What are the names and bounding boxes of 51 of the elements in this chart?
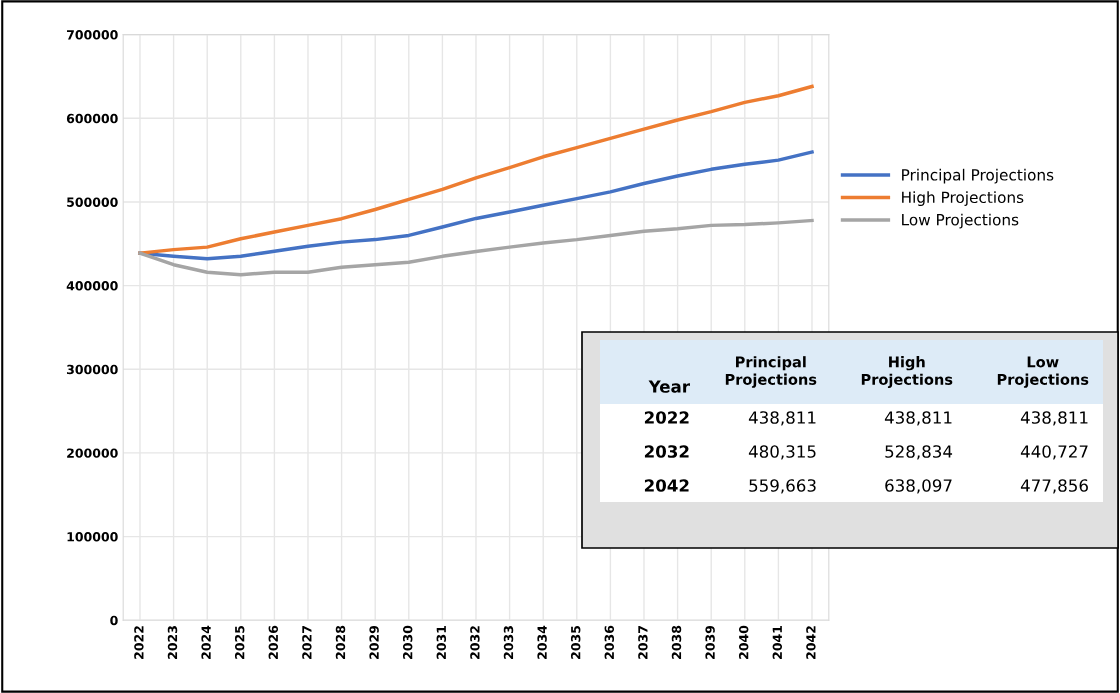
x-tick-label: 2023 xyxy=(167,626,178,659)
x-tick-label: 2028 xyxy=(335,625,346,659)
y-tick-label: 100000 xyxy=(67,532,118,542)
x-tick-label: 2036 xyxy=(604,625,615,659)
annotation: 480,315 xyxy=(748,445,816,460)
text: 440,727 xyxy=(1020,445,1088,460)
text: Low Projections xyxy=(997,356,1089,388)
x-tick-label: 2034 xyxy=(537,625,547,659)
x-tick-label: 2041 xyxy=(772,625,783,659)
annotation: 2032 xyxy=(644,445,689,458)
x-tick-label: 2039 xyxy=(705,625,715,659)
text: 438,811 xyxy=(1020,411,1088,426)
x-tick-label: 2022 xyxy=(134,626,144,659)
legend-label: Low Projections xyxy=(902,213,1019,229)
legend-label: High Projections xyxy=(902,191,1024,207)
annotation: 438,811 xyxy=(748,411,816,426)
text: 438,811 xyxy=(884,411,952,426)
y-tick-label: 0 xyxy=(110,615,118,626)
y-tick-label: 400000 xyxy=(66,281,118,291)
x-tick-label: 2030 xyxy=(402,625,413,659)
annotation: 2042 xyxy=(644,479,689,492)
text: Principal Projections xyxy=(725,356,817,388)
x-tick-label: 2029 xyxy=(369,625,379,659)
text: High Projections xyxy=(861,356,953,388)
x-tick-label: 2037 xyxy=(638,626,648,659)
x-tick-label: 2027 xyxy=(302,626,312,659)
x-tick-label: 2038 xyxy=(671,625,682,659)
line-series xyxy=(138,150,814,261)
x-tick-label: 2040 xyxy=(738,625,749,659)
text: 638,097 xyxy=(885,479,952,494)
x-tick-label: 2033 xyxy=(503,626,514,659)
x-tick-label: 2026 xyxy=(268,625,279,659)
y-tick-label: 600000 xyxy=(66,113,118,124)
line-series xyxy=(138,84,814,255)
annotation: 2022 xyxy=(644,411,689,424)
x-tick-label: 2042 xyxy=(806,626,816,659)
y-tick-label: 700000 xyxy=(66,30,118,40)
text: 477,856 xyxy=(1020,479,1088,494)
x-tick-label: 2031 xyxy=(436,625,447,659)
annotation: 559,663 xyxy=(749,479,816,494)
x-tick-label: 2035 xyxy=(570,625,581,659)
annotation: Year xyxy=(648,380,690,393)
y-tick-label: 500000 xyxy=(67,197,118,207)
x-tick-label: 2024 xyxy=(201,625,211,659)
x-tick-label: 2025 xyxy=(234,625,245,659)
y-tick-label: 300000 xyxy=(66,364,118,375)
line-series xyxy=(138,218,814,277)
legend-label: Principal Projections xyxy=(902,168,1054,184)
text: 528,834 xyxy=(885,445,953,460)
x-tick-label: 2032 xyxy=(470,626,480,659)
y-tick-label: 200000 xyxy=(67,448,118,458)
